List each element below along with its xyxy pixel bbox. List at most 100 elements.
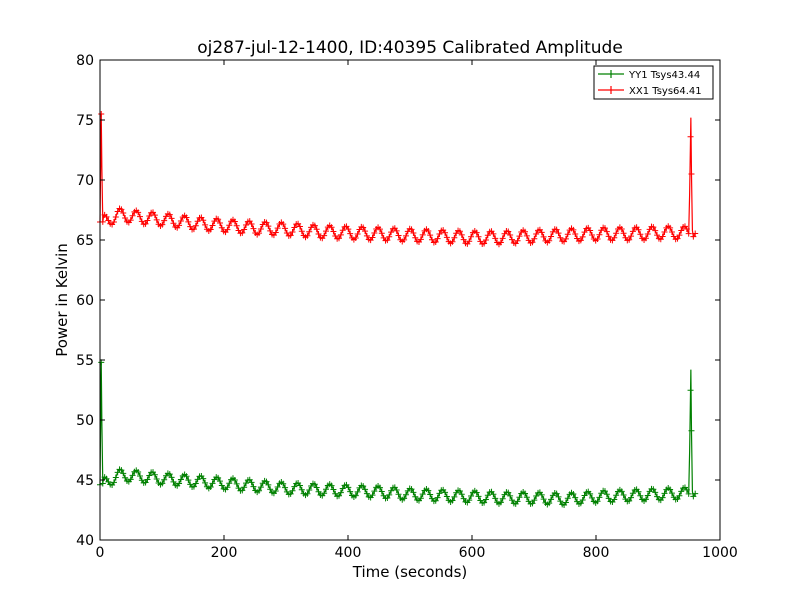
data-point: [553, 490, 560, 497]
data-point: [129, 212, 136, 219]
data-point: [564, 231, 571, 238]
data-point: [388, 229, 395, 236]
data-point: [626, 236, 633, 243]
data-point: [118, 467, 125, 474]
data-point: [112, 213, 119, 220]
data-point: [306, 228, 313, 235]
data-point: [613, 492, 620, 499]
data-point: [687, 133, 694, 140]
data-point: [339, 227, 346, 234]
data-point: [224, 484, 231, 491]
data-point: [378, 488, 385, 495]
data-point: [434, 494, 441, 501]
data-point: [274, 484, 281, 491]
data-point: [161, 476, 168, 483]
x-tick-label: 400: [335, 545, 362, 561]
x-axis-ticks: 0 200 400 600 800 1000: [96, 60, 738, 561]
data-point: [618, 488, 625, 495]
data-point: [458, 491, 465, 498]
data-point: [142, 220, 149, 227]
data-point: [628, 494, 635, 501]
data-point: [605, 495, 612, 502]
data-point: [529, 500, 536, 507]
data-point: [218, 224, 225, 231]
data-point: [555, 493, 562, 500]
data-point: [328, 482, 335, 489]
data-point: [508, 497, 515, 504]
data-point: [110, 218, 117, 225]
data-point: [661, 229, 668, 236]
data-point: [635, 226, 642, 233]
data-point: [466, 238, 473, 245]
data-point: [166, 211, 173, 218]
x-tick-label: 200: [211, 545, 238, 561]
data-point: [579, 496, 586, 503]
data-point: [434, 235, 441, 242]
data-point: [202, 221, 209, 228]
data-point: [481, 499, 488, 506]
data-point: [408, 486, 415, 493]
data-point: [112, 474, 119, 481]
legend-label-xx1: XX1 Tsys64.41: [629, 86, 702, 97]
data-point: [315, 231, 322, 237]
data-point: [497, 499, 504, 506]
legend: YY1 Tsys43.44 XX1 Tsys64.41: [593, 65, 714, 100]
data-point: [216, 219, 223, 226]
data-point: [594, 235, 601, 242]
data-point: [376, 226, 383, 233]
data-point: [505, 228, 512, 235]
data-point: [135, 209, 142, 216]
data-point: [129, 472, 136, 479]
data-point: [103, 475, 110, 482]
data-point: [425, 227, 432, 234]
data-point: [562, 499, 569, 506]
data-point: [226, 480, 233, 487]
x-tick-label: 1000: [702, 545, 738, 561]
data-point: [540, 496, 547, 503]
data-point: [339, 485, 346, 492]
data-point: [654, 232, 661, 239]
data-point: [265, 481, 272, 488]
series-xx1: [97, 111, 699, 248]
data-point: [555, 230, 562, 237]
data-point: [257, 484, 264, 491]
data-point: [168, 215, 175, 222]
data-point: [177, 218, 184, 224]
data-point: [451, 234, 458, 241]
data-point: [667, 486, 674, 493]
data-point: [267, 486, 274, 493]
data-point: [347, 488, 354, 495]
y-tick-label: 80: [76, 53, 94, 69]
data-point: [99, 480, 106, 487]
data-point: [265, 223, 272, 230]
data-point: [436, 231, 443, 237]
data-point: [352, 235, 359, 242]
data-point: [177, 476, 184, 483]
data-point: [456, 228, 463, 235]
data-point: [540, 233, 547, 240]
data-point: [363, 490, 370, 497]
data-point: [667, 224, 674, 231]
data-point: [588, 231, 595, 238]
data-point: [161, 217, 168, 224]
data-point: [202, 479, 209, 486]
data-point: [557, 234, 564, 241]
data-point: [683, 486, 690, 493]
data-point: [603, 228, 610, 235]
data-point: [345, 226, 352, 233]
data-point: [533, 230, 540, 237]
data-point: [200, 475, 207, 482]
data-point: [136, 213, 143, 220]
data-point: [650, 486, 657, 493]
data-point: [263, 219, 270, 226]
data-point: [419, 231, 426, 238]
data-point: [533, 492, 540, 499]
data-point: [482, 496, 489, 503]
data-point: [194, 218, 201, 225]
data-point: [120, 210, 127, 217]
data-point: [243, 221, 250, 228]
data-point: [690, 233, 697, 240]
data-point: [289, 487, 296, 494]
data-point: [596, 231, 603, 238]
data-point: [468, 493, 475, 500]
